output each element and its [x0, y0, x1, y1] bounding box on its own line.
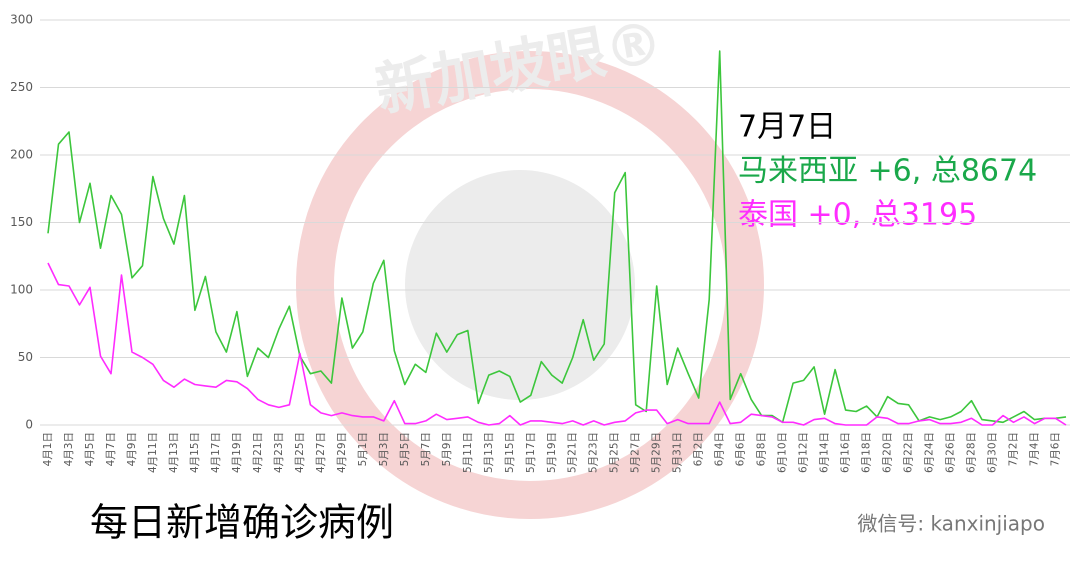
x-tick-label: 4月9日 — [126, 432, 138, 466]
x-tick-label: 6月10日 — [777, 432, 789, 473]
x-tick-label: 4月21日 — [252, 432, 264, 473]
x-tick-label: 6月12日 — [798, 432, 810, 473]
x-tick-label: 6月8日 — [756, 432, 768, 466]
x-tick-label: 7月4日 — [1029, 432, 1041, 466]
x-tick-label: 5月19日 — [546, 432, 558, 473]
x-tick-label: 4月13日 — [168, 432, 180, 473]
x-tick-label: 7月6日 — [1050, 432, 1062, 466]
x-tick-label: 5月5日 — [399, 432, 411, 466]
caption: 每日新增确诊病例 — [90, 501, 394, 545]
x-tick-label: 4月29日 — [336, 432, 348, 473]
y-tick-label: 150 — [10, 215, 33, 229]
x-tick-label: 5月3日 — [378, 432, 390, 466]
x-tick-label: 5月13日 — [483, 432, 495, 473]
x-tick-label: 4月7日 — [105, 432, 117, 466]
series-line — [47, 262, 1067, 426]
y-tick-label: 250 — [10, 80, 33, 94]
x-tick-label: 5月29日 — [651, 432, 663, 473]
watermark-disc — [405, 170, 635, 400]
x-tick-label: 5月27日 — [630, 432, 642, 473]
wechat-id: 微信号: kanxinjiapo — [857, 512, 1045, 536]
x-tick-label: 6月24日 — [924, 432, 936, 473]
x-tick-label: 7月2日 — [1008, 432, 1020, 466]
x-tick-label: 6月2日 — [693, 432, 705, 466]
x-tick-label: 5月17日 — [525, 432, 537, 473]
x-tick-label: 4月19日 — [231, 432, 243, 473]
x-tick-label: 5月31日 — [672, 432, 684, 473]
x-tick-label: 4月5日 — [84, 432, 96, 466]
series-line — [47, 50, 1067, 424]
x-tick-label: 6月6日 — [735, 432, 747, 466]
x-tick-label: 6月22日 — [903, 432, 915, 473]
annotation: 马来西亚 +6, 总8674 — [738, 154, 1037, 189]
x-tick-label: 5月15日 — [504, 432, 516, 473]
y-tick-label: 0 — [25, 418, 33, 432]
x-tick-label: 4月3日 — [63, 432, 75, 466]
x-tick-label: 4月15日 — [189, 432, 201, 473]
annotation: 泰国 +0, 总3195 — [738, 198, 977, 233]
x-tick-label: 5月25日 — [609, 432, 621, 473]
y-tick-label: 200 — [10, 148, 33, 162]
x-tick-label: 4月23日 — [273, 432, 285, 473]
x-tick-label: 4月11日 — [147, 432, 159, 473]
y-tick-label: 300 — [10, 13, 33, 27]
x-tick-label: 5月9日 — [441, 432, 453, 466]
x-tick-label: 5月1日 — [357, 432, 369, 466]
watermark-ring — [296, 51, 764, 519]
x-tick-label: 6月26日 — [945, 432, 957, 473]
x-tick-label: 6月4日 — [714, 432, 726, 466]
x-tick-label: 4月25日 — [294, 432, 306, 473]
x-tick-label: 6月20日 — [882, 432, 894, 473]
x-tick-label: 6月16日 — [840, 432, 852, 473]
x-tick-label: 4月1日 — [42, 432, 54, 466]
x-tick-label: 6月14日 — [819, 432, 831, 473]
y-tick-label: 100 — [10, 283, 33, 297]
x-tick-label: 5月11日 — [462, 432, 474, 473]
y-tick-label: 50 — [18, 350, 33, 364]
x-tick-label: 4月17日 — [210, 432, 222, 473]
x-tick-label: 5月7日 — [420, 432, 432, 466]
x-tick-label: 5月21日 — [567, 432, 579, 473]
x-tick-label: 6月18日 — [861, 432, 873, 473]
x-tick-label: 4月27日 — [315, 432, 327, 473]
x-tick-label: 6月28日 — [966, 432, 978, 473]
x-tick-label: 5月23日 — [588, 432, 600, 473]
x-tick-label: 6月30日 — [987, 432, 999, 473]
annotation: 7月7日 — [738, 110, 836, 145]
